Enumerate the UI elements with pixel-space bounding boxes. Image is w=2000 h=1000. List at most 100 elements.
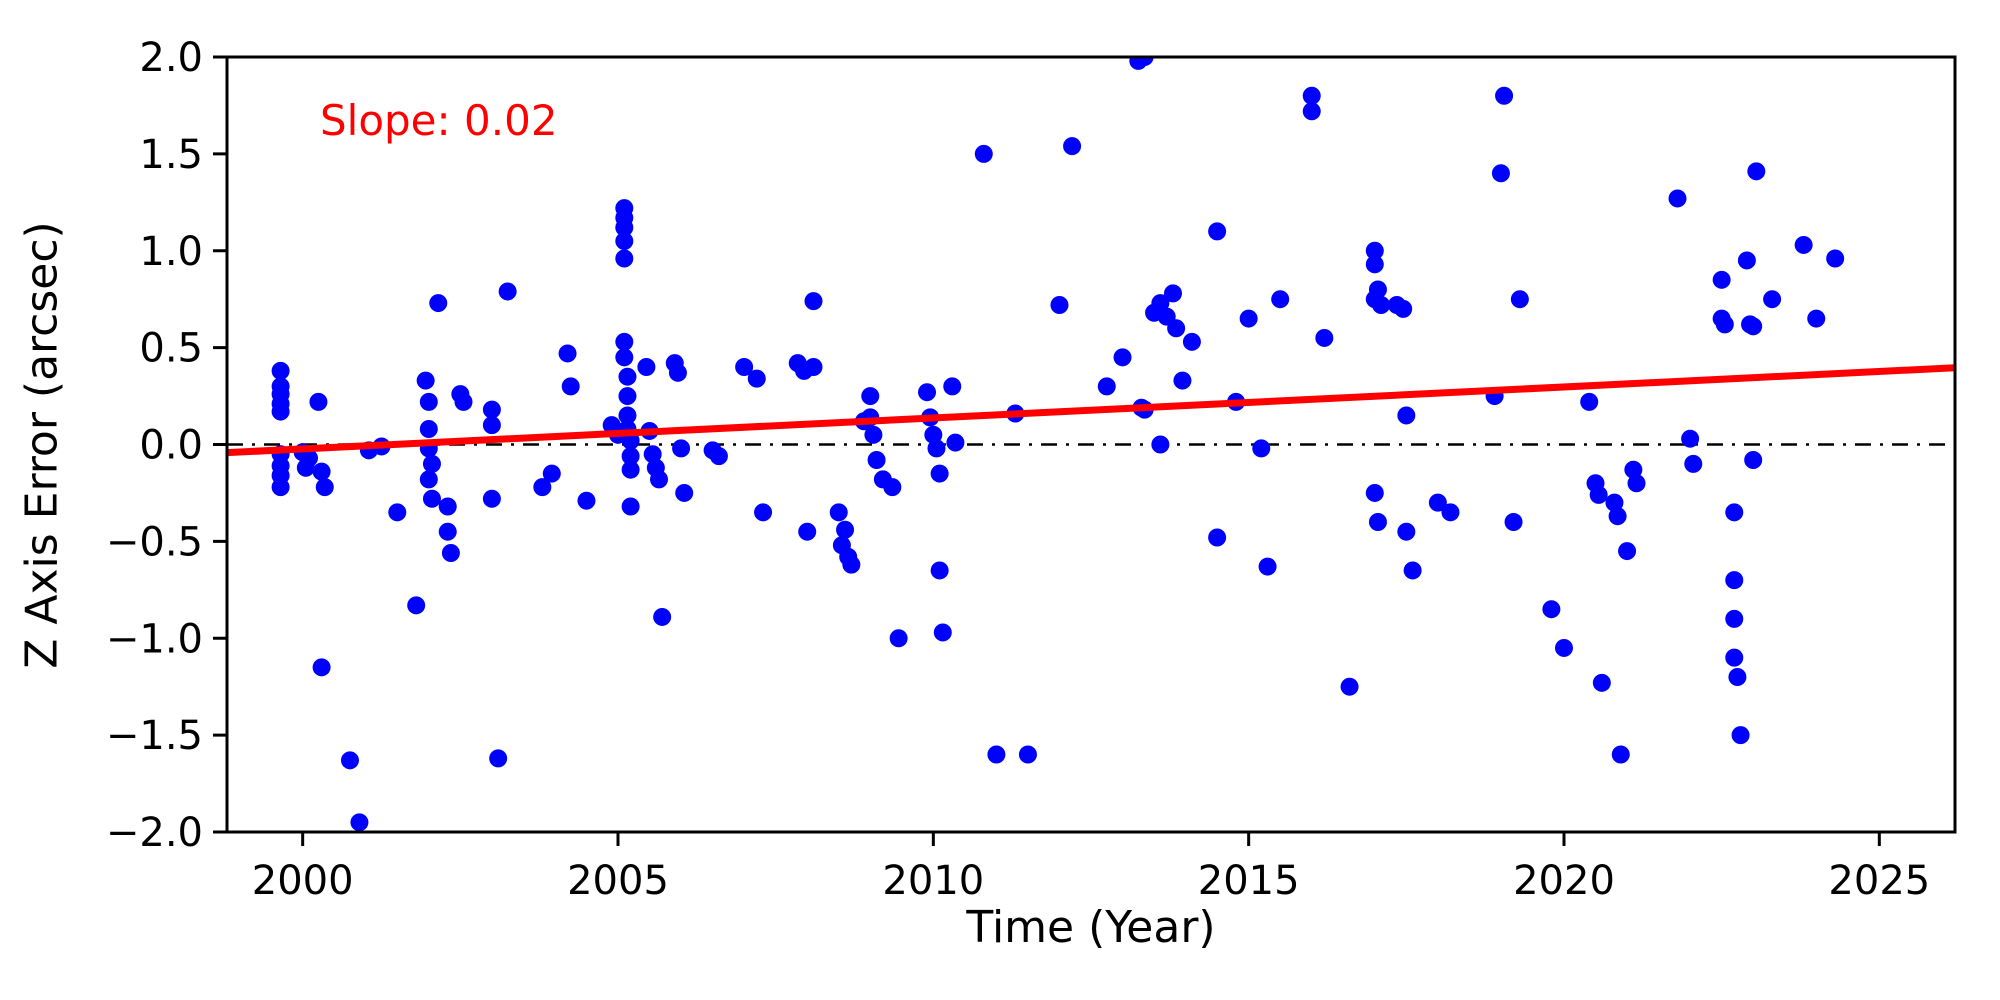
data-point bbox=[438, 522, 457, 541]
data-point bbox=[407, 596, 426, 615]
x-tick-label: 2000 bbox=[252, 858, 354, 904]
data-point bbox=[735, 358, 754, 376]
data-point bbox=[637, 358, 656, 376]
data-point bbox=[1365, 241, 1384, 260]
data-point bbox=[621, 497, 640, 516]
data-point bbox=[422, 454, 441, 473]
data-point bbox=[1725, 609, 1744, 628]
slope-annotation: Slope: 0.02 bbox=[320, 96, 558, 145]
data-point bbox=[1315, 328, 1334, 347]
data-point bbox=[533, 478, 552, 497]
data-point bbox=[271, 478, 290, 497]
data-point bbox=[1668, 189, 1687, 208]
data-point bbox=[864, 425, 883, 444]
data-point bbox=[454, 392, 473, 411]
y-tick-label: −0.5 bbox=[106, 519, 203, 565]
data-point bbox=[1725, 503, 1744, 522]
data-point bbox=[419, 392, 438, 411]
data-points-group bbox=[227, 57, 1955, 832]
data-point bbox=[804, 292, 823, 311]
data-point bbox=[618, 387, 637, 406]
y-tick-label: 1.0 bbox=[139, 229, 203, 275]
data-point bbox=[271, 361, 290, 380]
data-point bbox=[930, 464, 949, 483]
data-point bbox=[388, 503, 407, 522]
data-point bbox=[946, 433, 965, 452]
data-point bbox=[1394, 299, 1413, 318]
data-point bbox=[1368, 513, 1387, 531]
data-point bbox=[429, 294, 448, 313]
data-point bbox=[889, 629, 908, 648]
data-point bbox=[883, 478, 902, 497]
data-point bbox=[1208, 222, 1227, 241]
data-point bbox=[1113, 348, 1132, 367]
data-point bbox=[1050, 296, 1069, 314]
data-point bbox=[1258, 557, 1277, 576]
data-point bbox=[1441, 503, 1460, 522]
data-point bbox=[829, 503, 848, 522]
data-point bbox=[1151, 294, 1170, 313]
data-point bbox=[927, 439, 946, 458]
data-point bbox=[1580, 392, 1599, 411]
data-point bbox=[1763, 290, 1782, 309]
y-tick-label: 1.5 bbox=[139, 132, 203, 178]
data-point bbox=[1397, 522, 1416, 541]
data-point bbox=[924, 425, 943, 444]
data-point bbox=[1182, 332, 1201, 351]
data-point bbox=[271, 402, 290, 421]
data-point bbox=[867, 451, 886, 469]
data-point bbox=[615, 332, 634, 351]
data-point bbox=[1239, 309, 1258, 328]
data-point bbox=[419, 470, 438, 489]
data-point bbox=[441, 544, 460, 562]
data-point bbox=[836, 520, 855, 539]
data-point bbox=[615, 348, 634, 367]
data-point bbox=[1208, 528, 1227, 547]
data-point bbox=[1302, 102, 1321, 121]
plot-border bbox=[225, 55, 1957, 834]
data-point bbox=[558, 344, 577, 363]
data-point bbox=[1605, 493, 1624, 512]
data-point bbox=[1744, 451, 1763, 469]
y-axis-label: Z Axis Error (arcsec) bbox=[16, 221, 68, 669]
data-point bbox=[987, 745, 1006, 764]
data-point bbox=[615, 249, 634, 268]
x-tick-label: 2015 bbox=[1198, 858, 1300, 904]
data-point bbox=[1608, 507, 1627, 526]
data-point bbox=[615, 218, 634, 237]
data-point bbox=[1135, 57, 1154, 66]
data-point bbox=[309, 392, 328, 411]
data-point bbox=[1365, 483, 1384, 502]
data-point bbox=[1097, 377, 1116, 396]
y-tick-label: 0.0 bbox=[139, 423, 203, 469]
data-point bbox=[340, 751, 359, 770]
data-point bbox=[754, 503, 773, 522]
data-point bbox=[618, 367, 637, 386]
data-point bbox=[918, 383, 937, 402]
data-point bbox=[672, 439, 691, 458]
x-tick-label: 2020 bbox=[1513, 858, 1615, 904]
data-point bbox=[482, 416, 501, 435]
trend-line bbox=[227, 364, 1955, 457]
data-point bbox=[1589, 485, 1608, 504]
data-point bbox=[1737, 251, 1756, 270]
data-point bbox=[1302, 86, 1321, 105]
y-tick-label: 0.5 bbox=[139, 326, 203, 372]
data-point bbox=[1018, 745, 1037, 764]
data-point bbox=[312, 462, 331, 481]
data-point bbox=[1504, 513, 1523, 531]
data-point bbox=[1151, 435, 1170, 454]
data-point bbox=[416, 371, 435, 390]
data-point bbox=[1712, 270, 1731, 289]
data-point bbox=[419, 420, 438, 438]
x-tick-label: 2025 bbox=[1828, 858, 1930, 904]
data-point bbox=[489, 749, 508, 768]
data-point bbox=[1684, 454, 1703, 473]
data-point bbox=[1554, 638, 1573, 657]
x-axis-label: Time (Year) bbox=[966, 902, 1216, 953]
data-point bbox=[315, 478, 334, 497]
data-point bbox=[930, 561, 949, 580]
data-point bbox=[621, 460, 640, 479]
